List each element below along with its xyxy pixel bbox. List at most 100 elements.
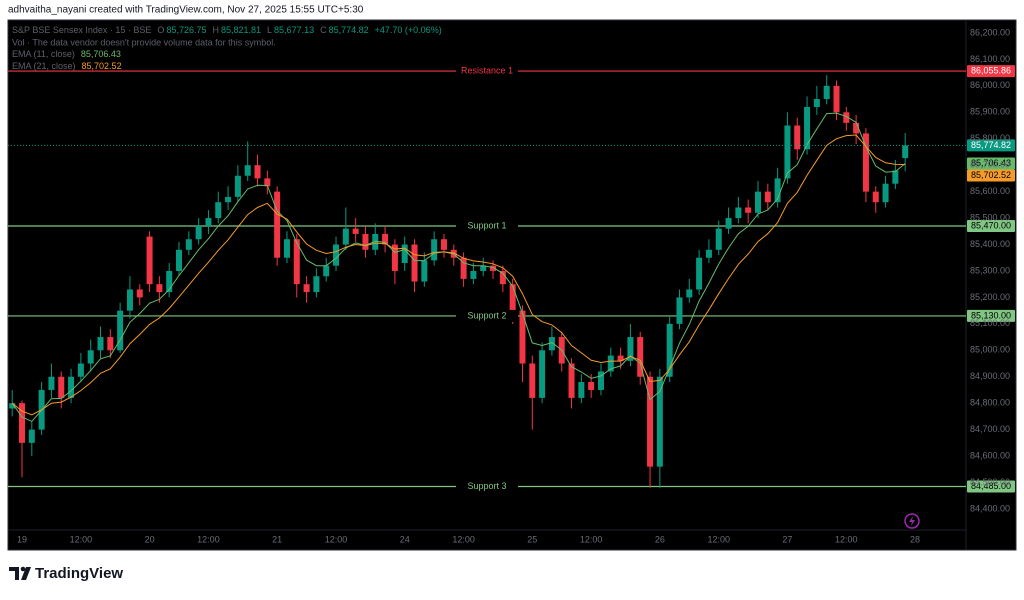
y-tick-label: 86,100.00 [970,54,1010,64]
candle-body [342,228,349,245]
x-tick-label: 12:00 [325,534,348,544]
candle-body [401,244,408,264]
candle-body [666,323,673,377]
candle-body [411,244,418,282]
level-label-bg [456,220,518,233]
candle-body [647,376,654,467]
candle-body [264,178,271,187]
brand-logo [9,566,31,580]
header: adhvaitha_nayani created with TradingVie… [8,5,364,16]
indicator-name: EMA (21, close) [12,61,76,71]
indicator-value: 85,706.43 [81,49,121,59]
y-tick-label: 84,700.00 [970,424,1010,434]
candle-body [254,165,261,179]
y-tick-label: 84,800.00 [970,398,1010,408]
candle-body [529,363,536,398]
y-tick-label: 84,400.00 [970,503,1010,513]
y-tick-label: 85,400.00 [970,239,1010,249]
candle-body [293,239,300,285]
legend-value: 85,774.82 [329,25,369,35]
candle-body [195,226,202,240]
candle-body [902,145,909,159]
legend-key: O [157,25,164,35]
candle-body [548,337,555,351]
level-price-label: 85,130.00 [971,310,1011,320]
ema-line [11,134,906,416]
x-tick-label: 19 [17,534,27,544]
level-price-box [967,220,1015,233]
candle-body [352,228,359,234]
candle-body [333,244,340,266]
legend-key: H [212,25,219,35]
y-tick-label: 84,600.00 [970,450,1010,460]
candle-body [597,371,604,390]
y-tick-label: 85,700.00 [970,160,1010,170]
candle-body [431,239,438,261]
level-price-label: 86,055.86 [971,65,1011,75]
x-tick-label: 27 [782,534,792,544]
candle-body [323,265,330,277]
y-tick-label: 86,000.00 [970,80,1010,90]
candle-body [19,403,25,443]
indicator-value: 85,702.52 [82,61,122,71]
candle-body [205,218,212,227]
candle-body [87,350,94,364]
plot [8,70,966,488]
candle-body [244,165,251,176]
candle-body [862,133,869,192]
candle-body [539,350,546,398]
candle-body [735,207,742,219]
candle-body [656,376,663,467]
candle-body [754,191,761,213]
x-tick-label: 12:00 [452,534,475,544]
candle-body [460,257,467,279]
candle-body [126,289,133,311]
ema-price-label: 85,702.52 [971,170,1011,180]
candle-body [382,233,389,245]
candle-body [490,265,497,271]
legend-key: C [320,25,327,35]
candle-body [725,218,732,229]
y-tick-label: 84,500.00 [970,477,1010,487]
x-tick-label: 12:00 [580,534,603,544]
y-tick-label: 85,500.00 [970,212,1010,222]
candle-body [843,112,850,123]
legend-value: 85,677.13 [274,25,314,35]
legend-value: 85,726.75 [166,25,206,35]
candle-body [9,403,16,409]
candle-body [627,337,634,361]
candle-body [77,363,84,377]
candle-body [853,122,860,134]
candle-body [303,284,310,293]
candle-body [156,284,163,293]
candle-body [774,178,781,203]
candle-body [117,310,124,351]
candle-body [568,363,575,398]
candle-body [617,355,624,361]
candle-body [313,276,320,293]
level-label-bg [456,65,518,78]
y-tick-label: 85,600.00 [970,186,1010,196]
x-tick-label: 21 [272,534,282,544]
candle-body [764,191,771,203]
candle-body [225,196,232,203]
last-price-box [967,139,1015,152]
candle-body [784,125,791,179]
candle-body [509,284,516,311]
candle-body [234,175,241,197]
x-tick-label: 20 [145,534,155,544]
x-tick-label: 12:00 [835,534,858,544]
indicator-legend: EMA (21, close) 85,702.52 [12,61,122,71]
candle-body [607,355,614,372]
y-tick-label: 85,000.00 [970,345,1010,355]
candle-body [794,125,801,150]
candle-body [136,289,143,298]
level-price-box [967,480,1015,493]
level-price-label: 84,485.00 [971,481,1011,491]
ema-price-box [967,157,1015,170]
y-tick-label: 85,100.00 [970,318,1010,328]
x-tick-label: 12:00 [197,534,220,544]
level-name: Support 3 [467,481,506,491]
